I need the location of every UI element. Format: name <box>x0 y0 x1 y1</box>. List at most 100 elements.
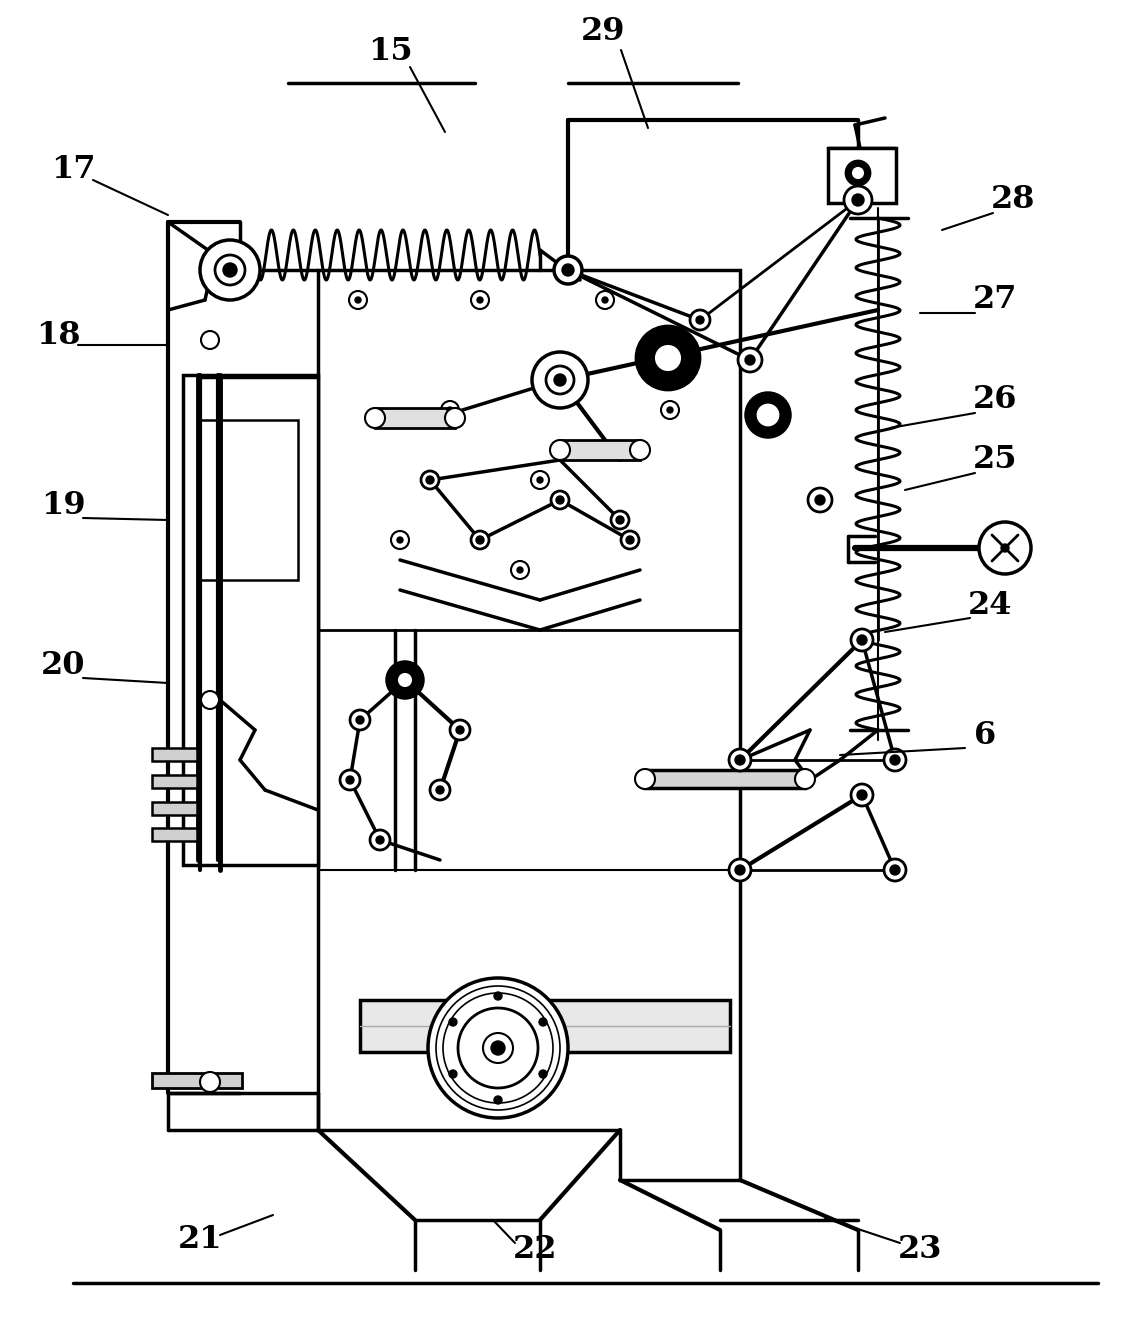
Circle shape <box>729 858 750 881</box>
Circle shape <box>215 256 245 285</box>
Circle shape <box>690 310 710 330</box>
Circle shape <box>844 186 872 214</box>
Circle shape <box>370 831 390 851</box>
Bar <box>152 1073 243 1087</box>
Text: 29: 29 <box>581 16 626 48</box>
Circle shape <box>436 787 444 795</box>
Circle shape <box>428 978 569 1118</box>
Circle shape <box>656 346 680 370</box>
Circle shape <box>340 771 360 791</box>
Circle shape <box>746 393 791 437</box>
Circle shape <box>537 476 543 483</box>
Circle shape <box>539 1070 547 1078</box>
Circle shape <box>391 531 410 548</box>
Circle shape <box>387 662 423 697</box>
Circle shape <box>636 326 700 390</box>
Bar <box>152 803 197 815</box>
Text: 28: 28 <box>991 185 1035 216</box>
Circle shape <box>626 536 634 544</box>
Circle shape <box>421 471 439 488</box>
Circle shape <box>696 315 704 323</box>
Bar <box>152 828 197 841</box>
Circle shape <box>550 441 570 461</box>
Circle shape <box>494 992 502 1000</box>
Circle shape <box>448 1070 456 1078</box>
Text: 22: 22 <box>513 1234 557 1266</box>
Circle shape <box>471 291 488 309</box>
Circle shape <box>551 491 569 508</box>
Circle shape <box>546 366 574 394</box>
Circle shape <box>202 331 219 347</box>
Text: 19: 19 <box>41 490 86 520</box>
Circle shape <box>1001 544 1009 552</box>
Text: 23: 23 <box>898 1234 943 1266</box>
Circle shape <box>851 784 873 807</box>
Circle shape <box>450 720 470 740</box>
Circle shape <box>397 536 403 543</box>
Circle shape <box>602 297 607 303</box>
Circle shape <box>884 858 906 881</box>
Circle shape <box>365 409 386 429</box>
Circle shape <box>445 409 464 429</box>
Circle shape <box>491 1041 505 1055</box>
Circle shape <box>517 567 523 574</box>
Circle shape <box>890 865 900 874</box>
Circle shape <box>745 355 755 365</box>
Circle shape <box>355 297 362 303</box>
Circle shape <box>758 405 778 425</box>
Circle shape <box>448 1018 456 1026</box>
Circle shape <box>611 511 629 528</box>
Circle shape <box>223 264 237 277</box>
Circle shape <box>852 194 864 206</box>
Circle shape <box>556 496 564 504</box>
Circle shape <box>494 1095 502 1103</box>
Circle shape <box>621 531 639 548</box>
Circle shape <box>477 297 483 303</box>
Circle shape <box>200 240 260 299</box>
Circle shape <box>511 560 529 579</box>
Circle shape <box>562 264 574 276</box>
Circle shape <box>636 326 700 390</box>
Circle shape <box>729 749 750 771</box>
Circle shape <box>554 256 582 284</box>
Polygon shape <box>375 409 455 429</box>
Circle shape <box>857 791 867 800</box>
Circle shape <box>808 488 832 512</box>
Circle shape <box>430 780 450 800</box>
Circle shape <box>853 168 863 178</box>
Circle shape <box>440 401 459 419</box>
Circle shape <box>884 749 906 771</box>
Circle shape <box>532 351 588 409</box>
Text: 18: 18 <box>35 319 80 350</box>
Bar <box>183 375 318 865</box>
Circle shape <box>596 291 614 309</box>
Bar <box>198 421 297 580</box>
Circle shape <box>200 1071 220 1091</box>
Circle shape <box>349 291 367 309</box>
Circle shape <box>815 495 825 504</box>
Circle shape <box>857 635 867 646</box>
Circle shape <box>734 865 745 874</box>
Circle shape <box>539 1018 547 1026</box>
Polygon shape <box>318 270 740 1181</box>
Circle shape <box>350 709 370 729</box>
Bar <box>828 148 896 204</box>
Circle shape <box>426 476 434 484</box>
Circle shape <box>635 769 656 789</box>
Circle shape <box>458 1008 538 1087</box>
Circle shape <box>851 630 873 651</box>
Circle shape <box>531 471 549 488</box>
Circle shape <box>667 407 673 413</box>
Bar <box>360 1000 730 1051</box>
Circle shape <box>345 776 353 784</box>
Bar <box>152 775 197 788</box>
Circle shape <box>201 691 219 709</box>
Text: 24: 24 <box>968 590 1012 620</box>
Circle shape <box>201 331 219 349</box>
Circle shape <box>890 755 900 765</box>
Circle shape <box>456 725 464 733</box>
Polygon shape <box>561 441 639 461</box>
Text: 26: 26 <box>972 385 1017 415</box>
Circle shape <box>734 755 745 765</box>
Circle shape <box>447 407 453 413</box>
